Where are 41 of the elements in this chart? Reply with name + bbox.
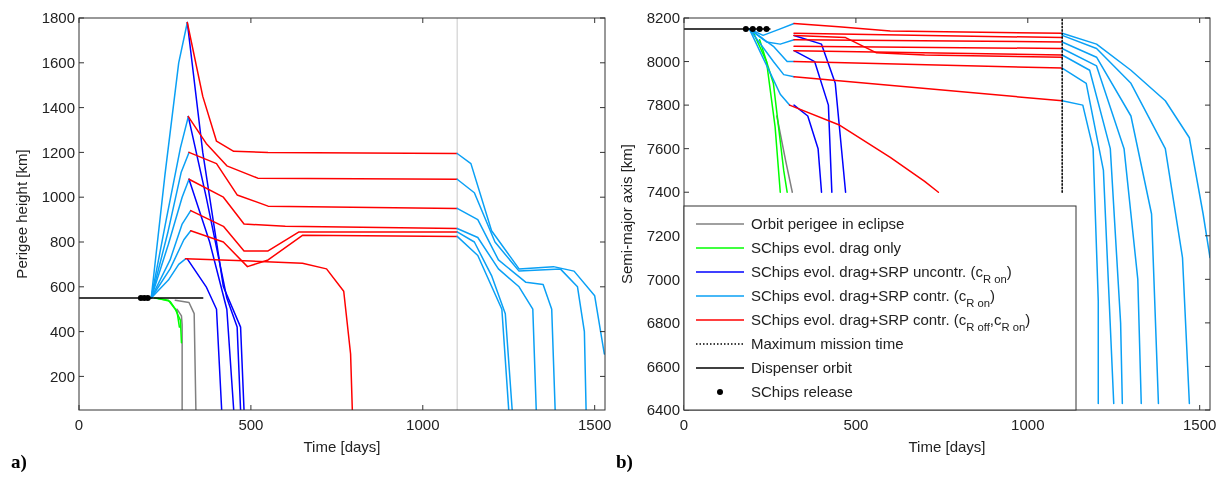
legend-label: Orbit perigee in eclipse bbox=[751, 215, 905, 233]
y-tick-label: 7000 bbox=[646, 270, 680, 288]
y-axis-title: Semi-major axis [km] bbox=[618, 143, 635, 285]
y-tick-label: 200 bbox=[49, 367, 75, 385]
legend-label: SChips evol. drag+SRP contr. (c$_{R on}$) bbox=[751, 287, 996, 310]
x-tick-label: 0 bbox=[74, 416, 84, 433]
y-tick-label: 1600 bbox=[41, 54, 75, 72]
y-tick-label: 8000 bbox=[646, 52, 680, 70]
y-tick-label: 7600 bbox=[646, 139, 680, 157]
legend-label: Maximum mission time bbox=[751, 335, 904, 353]
y-tick-label: 1000 bbox=[41, 188, 75, 206]
y-tick-label: 8200 bbox=[646, 9, 680, 27]
x-tick-label: 500 bbox=[843, 416, 869, 433]
y-tick-label: 1400 bbox=[41, 98, 75, 116]
y-tick-label: 7200 bbox=[646, 227, 680, 245]
x-tick-label: 500 bbox=[238, 416, 264, 433]
y-tick-label: 1200 bbox=[41, 143, 75, 161]
y-tick-label: 6600 bbox=[646, 357, 680, 375]
y-tick-label: 7800 bbox=[646, 96, 680, 114]
legend-label: Dispenser orbit bbox=[751, 359, 853, 377]
legend-label: SChips release bbox=[751, 383, 853, 401]
legend-label: SChips evol. drag+SRP contr. (c$_{R off}$,c$_{R on}$) bbox=[751, 311, 1031, 334]
text: a) bbox=[11, 451, 27, 473]
x-axis-title: Time [days] bbox=[303, 438, 381, 455]
x-tick-label: 1000 bbox=[1011, 416, 1045, 433]
y-tick-label: 1800 bbox=[41, 9, 75, 27]
y-axis-title: Perigee height [km] bbox=[13, 149, 30, 279]
y-tick-label: 6400 bbox=[646, 401, 680, 419]
y-tick-label: 400 bbox=[49, 322, 75, 340]
y-tick-label: 800 bbox=[49, 233, 75, 251]
y-tick-label: 600 bbox=[49, 278, 75, 296]
x-tick-label: 1500 bbox=[578, 416, 612, 433]
x-axis-title: Time [days] bbox=[908, 438, 986, 455]
y-tick-label: 6800 bbox=[646, 314, 680, 332]
legend-label: SChips evol. drag only bbox=[751, 239, 902, 257]
x-tick-label: 1000 bbox=[406, 416, 440, 433]
x-tick-label: 1500 bbox=[1183, 416, 1217, 433]
x-tick-label: 0 bbox=[679, 416, 689, 433]
text: b) bbox=[616, 451, 633, 473]
y-tick-label: 7400 bbox=[646, 183, 680, 201]
legend-label: SChips evol. drag+SRP uncontr. (c$_{R on}$) bbox=[751, 263, 1012, 286]
